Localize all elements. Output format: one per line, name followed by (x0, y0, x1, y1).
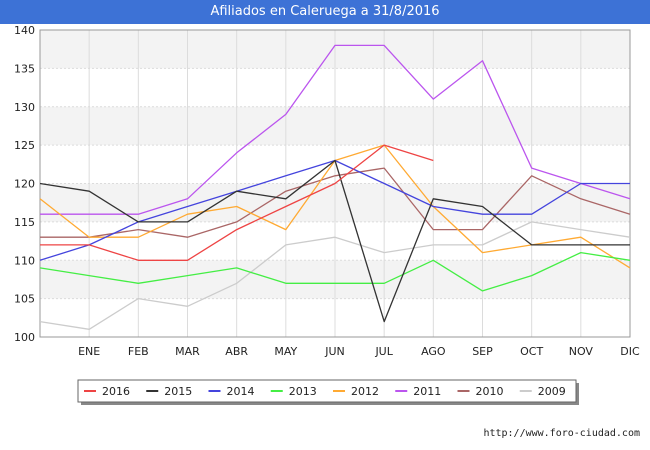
x-tick-label: OCT (520, 345, 543, 358)
y-tick-label: 105 (14, 293, 35, 306)
y-tick-label: 120 (14, 178, 35, 191)
legend-label-2012: 2012 (351, 385, 379, 398)
series-line-2015 (39, 159, 630, 323)
y-tick-label: 130 (14, 101, 35, 114)
legend-label-2014: 2014 (227, 385, 255, 398)
series-line-2016 (40, 144, 434, 261)
series-line-2013 (39, 251, 631, 292)
x-tick-label: JUL (374, 345, 393, 358)
legend-label-2010: 2010 (476, 385, 504, 398)
legend-label-2016: 2016 (102, 385, 130, 398)
y-tick-label: 125 (14, 139, 35, 152)
y-tick-label: 115 (14, 216, 35, 229)
x-tick-label: JUN (324, 345, 345, 358)
x-tick-label: DIC (620, 345, 640, 358)
x-tick-label: ABR (225, 345, 248, 358)
footer-url: http://www.foro-ciudad.com (483, 428, 640, 439)
x-tick-label: AGO (421, 345, 446, 358)
legend-label-2015: 2015 (164, 385, 192, 398)
x-tick-label: ENE (78, 345, 100, 358)
x-tick-label: MAR (175, 345, 200, 358)
series-line-2011 (40, 44, 631, 215)
y-tick-label: 110 (14, 254, 35, 267)
legend-label-2011: 2011 (413, 385, 441, 398)
x-tick-label: MAY (274, 345, 297, 358)
legend-label-2009: 2009 (538, 385, 566, 398)
x-tick-label: SEP (472, 345, 493, 358)
x-tick-label: FEB (128, 345, 149, 358)
x-tick-label: NOV (569, 345, 594, 358)
legend-label-2013: 2013 (289, 385, 317, 398)
y-tick-label: 135 (14, 62, 35, 75)
series-line-2009 (39, 221, 631, 330)
chart-title: Afiliados en Caleruega a 31/8/2016 (0, 0, 650, 24)
y-tick-label: 100 (14, 331, 35, 344)
y-tick-label: 140 (14, 24, 35, 37)
series-line-2010 (40, 167, 631, 238)
legend-box (77, 379, 577, 403)
